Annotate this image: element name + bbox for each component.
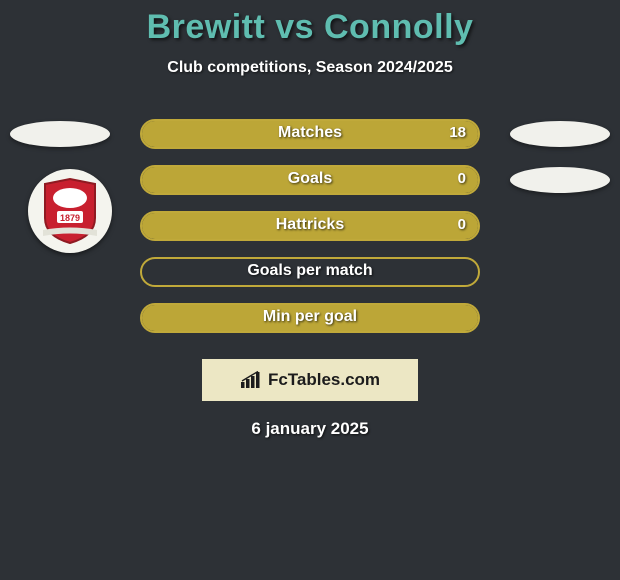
- bar-fill-mpg: [142, 305, 478, 331]
- bar-track-mpg: Min per goal: [140, 303, 480, 333]
- bar-chart-icon: [240, 371, 262, 389]
- bar-track-goals: Goals 0: [140, 165, 480, 195]
- content-container: Brewitt vs Connolly Club competitions, S…: [0, 0, 620, 580]
- fctables-text: FcTables.com: [268, 370, 380, 390]
- date-label: 6 january 2025: [0, 419, 620, 439]
- stat-row-gpm: Goals per match: [0, 255, 620, 301]
- bar-label-gpm: Goals per match: [142, 262, 478, 280]
- subtitle: Club competitions, Season 2024/2025: [0, 59, 620, 77]
- stats-rows: Matches 18 1879: [0, 117, 620, 347]
- bar-value-matches: 18: [449, 124, 466, 141]
- bar-value-hattricks: 0: [458, 216, 466, 233]
- bar-track-matches: Matches 18: [140, 119, 480, 149]
- stat-row-mpg: Min per goal: [0, 301, 620, 347]
- bar-fill-goals: [142, 167, 478, 193]
- bar-fill-hattricks: [142, 213, 478, 239]
- bar-track-gpm: Goals per match: [140, 257, 480, 287]
- stat-row-matches: Matches 18 1879: [0, 117, 620, 163]
- page-title: Brewitt vs Connolly: [0, 0, 620, 47]
- stat-row-hattricks: Hattricks 0: [0, 209, 620, 255]
- fctables-logo: FcTables.com: [202, 359, 418, 401]
- player-right-oval: [510, 121, 610, 147]
- bar-value-goals: 0: [458, 170, 466, 187]
- bar-track-hattricks: Hattricks 0: [140, 211, 480, 241]
- player-right-oval-2: [510, 167, 610, 193]
- bar-fill-matches: [142, 121, 478, 147]
- player-left-oval: [10, 121, 110, 147]
- stat-row-goals: Goals 0: [0, 163, 620, 209]
